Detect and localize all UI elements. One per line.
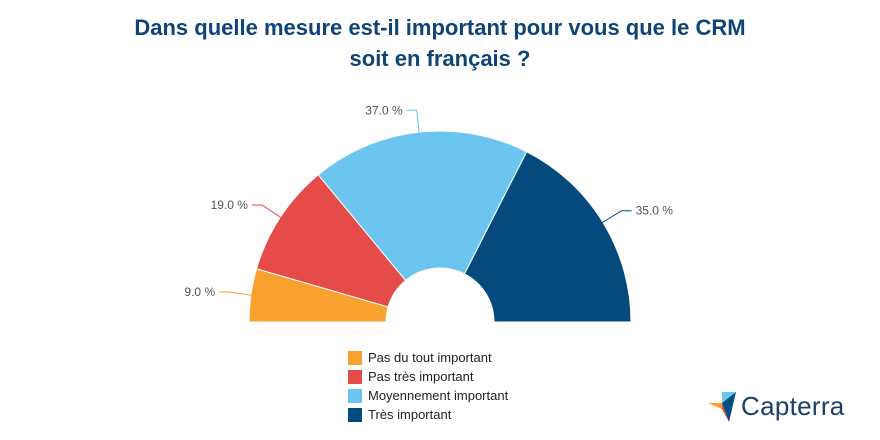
chart-leader-line-1 <box>251 204 283 219</box>
chart-data-label-1: 19.0 % <box>211 198 249 212</box>
chart-leader-line-2 <box>406 109 420 135</box>
legend-label: Pas du tout important <box>368 350 492 365</box>
legend-item-moyennement-important: Moyennement important <box>348 386 508 405</box>
capterra-arrow-icon <box>708 391 736 422</box>
legend-swatch <box>348 350 362 365</box>
legend-label: Moyennement important <box>368 388 509 403</box>
chart-slice-3 <box>463 151 632 323</box>
chart-data-label-3: 35.0 % <box>636 204 674 218</box>
chart-leader-line-0 <box>219 291 253 296</box>
legend-label: Pas très important <box>368 369 474 384</box>
chart-slice-2 <box>317 130 528 282</box>
legend-label: Très important <box>368 407 452 422</box>
chart-title-line-1: Dans quelle mesure est-il important pour… <box>134 15 746 40</box>
chart-title: Dans quelle mesure est-il important pour… <box>0 12 880 74</box>
legend-item-pas-tres-important: Pas très important <box>348 367 508 386</box>
legend-item-pas-du-tout-important: Pas du tout important <box>348 348 508 367</box>
legend-swatch <box>348 407 362 422</box>
chart-data-label-2: 37.0 % <box>365 103 403 117</box>
legend-item-tres-important: Très important <box>348 405 508 424</box>
chart-legend: Pas du tout important Pas très important… <box>348 348 508 424</box>
capterra-wordmark: Capterra <box>741 391 845 421</box>
chart-title-line-2: soit en français ? <box>349 46 531 71</box>
chart-data-label-0: 9.0 % <box>184 285 215 299</box>
capterra-logo: Capterra <box>707 391 845 422</box>
chart-leader-line-3 <box>600 210 632 224</box>
legend-swatch <box>348 369 362 384</box>
legend-swatch <box>348 388 362 403</box>
